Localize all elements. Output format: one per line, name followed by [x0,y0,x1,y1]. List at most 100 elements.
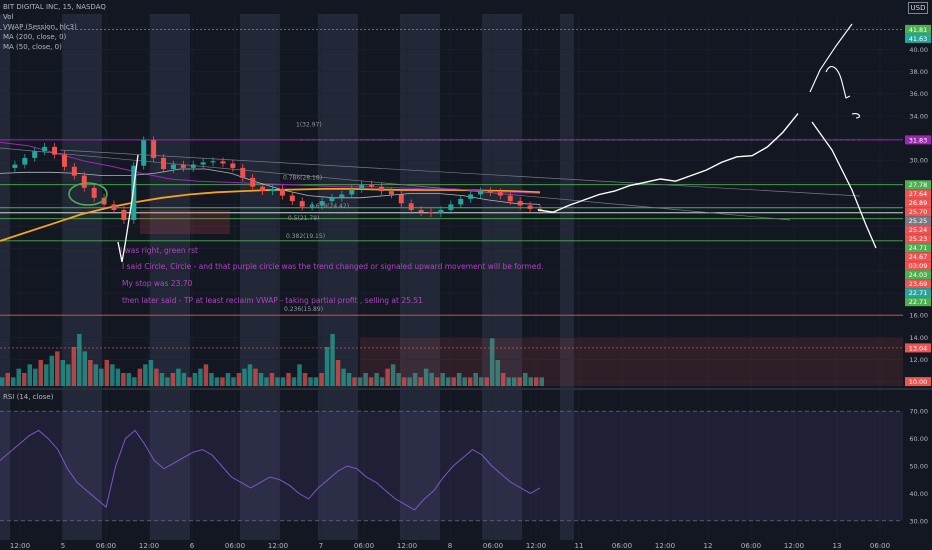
candle-body[interactable] [319,201,325,206]
candle-body[interactable] [240,167,246,178]
price-badge[interactable] [905,252,931,262]
price-badge[interactable] [905,261,931,271]
price-badge[interactable] [905,343,931,353]
candle-body[interactable] [438,209,444,214]
descending-trendline[interactable] [0,147,791,221]
candle-body[interactable] [527,205,533,209]
candle-body[interactable] [111,204,117,210]
candle-body[interactable] [42,146,48,152]
candle-body[interactable] [418,209,424,213]
time-axis-band[interactable] [0,541,932,550]
candle-body[interactable] [121,209,127,220]
candle-body[interactable] [398,194,404,204]
short-position-zones [140,210,905,386]
price-badge[interactable] [905,180,931,190]
price-badge[interactable] [905,198,931,208]
price-badge[interactable] [905,279,931,289]
candle-body[interactable] [468,194,474,199]
time-tick-label: 12:00 [397,542,417,550]
candle-body[interactable] [309,205,315,207]
candle-body[interactable] [32,151,38,158]
price-badge[interactable] [905,24,931,34]
candle-body[interactable] [250,177,256,187]
candle-body[interactable] [388,191,394,195]
price-badge[interactable] [905,270,931,280]
candle-body[interactable] [81,175,87,188]
candle-body[interactable] [408,203,414,210]
green-circle-drawing[interactable] [68,182,108,206]
price-badge[interactable] [905,288,931,298]
candle-body[interactable] [210,161,216,163]
candle-body[interactable] [299,201,305,207]
candle-body[interactable] [71,166,77,176]
candle-body[interactable] [220,161,226,164]
symbol-title[interactable]: BIT DIGITAL INC, 15, NASDAQ [3,3,106,11]
candle-body[interactable] [329,197,335,202]
annotation-note-1[interactable]: I was right, green rst [120,246,198,255]
candle-body[interactable] [200,162,206,165]
candle-body[interactable] [478,191,484,195]
candle-body[interactable] [448,204,454,210]
candle-body[interactable] [487,191,493,193]
candle-body[interactable] [378,186,384,192]
crash-line-drawing[interactable] [811,121,877,249]
candle-body[interactable] [12,164,18,168]
volume-bar [379,377,385,386]
candle-body[interactable] [170,164,176,169]
candle-body[interactable] [230,163,236,168]
price-badge[interactable] [905,216,931,226]
price-badge[interactable] [905,297,931,307]
annotation-note-2[interactable]: I said Circle, Circle - and that purple … [122,262,544,271]
volume-bar [82,351,88,386]
projection-wave-drawing[interactable] [537,113,799,213]
candle-body[interactable] [537,208,543,210]
candle-body[interactable] [141,140,147,166]
ma200-legend[interactable]: MA (200, close, 0) [3,33,67,41]
candle-body[interactable] [61,154,67,167]
vwap-legend[interactable]: VWAP (Session, hlc3) [3,23,77,31]
price-badge[interactable] [905,189,931,199]
candle-body[interactable] [52,146,58,155]
price-badge[interactable] [905,377,931,387]
annotation-note-4[interactable]: then later said - TP at least reclaim VW… [122,296,423,305]
price-badge[interactable] [905,135,931,145]
candle-body[interactable] [279,188,285,196]
price-badge[interactable] [905,33,931,43]
candle-body[interactable] [260,186,266,192]
volume-legend[interactable]: Vol [3,13,14,21]
currency-badge[interactable]: USD [908,2,928,14]
volume-bar [121,373,126,386]
rsi-legend[interactable]: RSI (14, close) [3,393,54,401]
candle-body[interactable] [22,157,28,165]
candle-body[interactable] [428,212,434,214]
candle-body[interactable] [91,187,97,198]
candle-body[interactable] [458,198,464,205]
upper-trendline[interactable] [59,149,861,197]
volume-bar [77,334,82,386]
price-badge[interactable] [905,243,931,253]
candle-body[interactable] [190,164,196,168]
candle-body[interactable] [270,188,275,192]
candle-body[interactable] [369,184,375,187]
candle-body[interactable] [349,188,355,195]
price-badge[interactable] [905,207,931,217]
price-badge[interactable] [905,234,931,244]
candle-body[interactable] [359,184,365,189]
volume-bar [462,377,467,386]
candle-body[interactable] [101,197,107,205]
volume-bar [330,334,335,386]
candle-body[interactable] [151,140,157,158]
candle-body[interactable] [289,195,295,202]
candle-body[interactable] [131,165,137,220]
price-badge[interactable] [905,225,931,235]
candle-body[interactable] [517,201,523,206]
annotation-note-3[interactable]: My stop was 23.70 [122,279,193,288]
candle-body[interactable] [507,195,513,202]
candle-body[interactable] [497,192,503,196]
candle-body[interactable] [180,164,186,168]
ma50-legend[interactable]: MA (50, close, 0) [3,43,62,51]
candle-body[interactable] [339,194,345,198]
rsi-line[interactable] [0,429,541,511]
candle-body[interactable] [161,157,167,169]
